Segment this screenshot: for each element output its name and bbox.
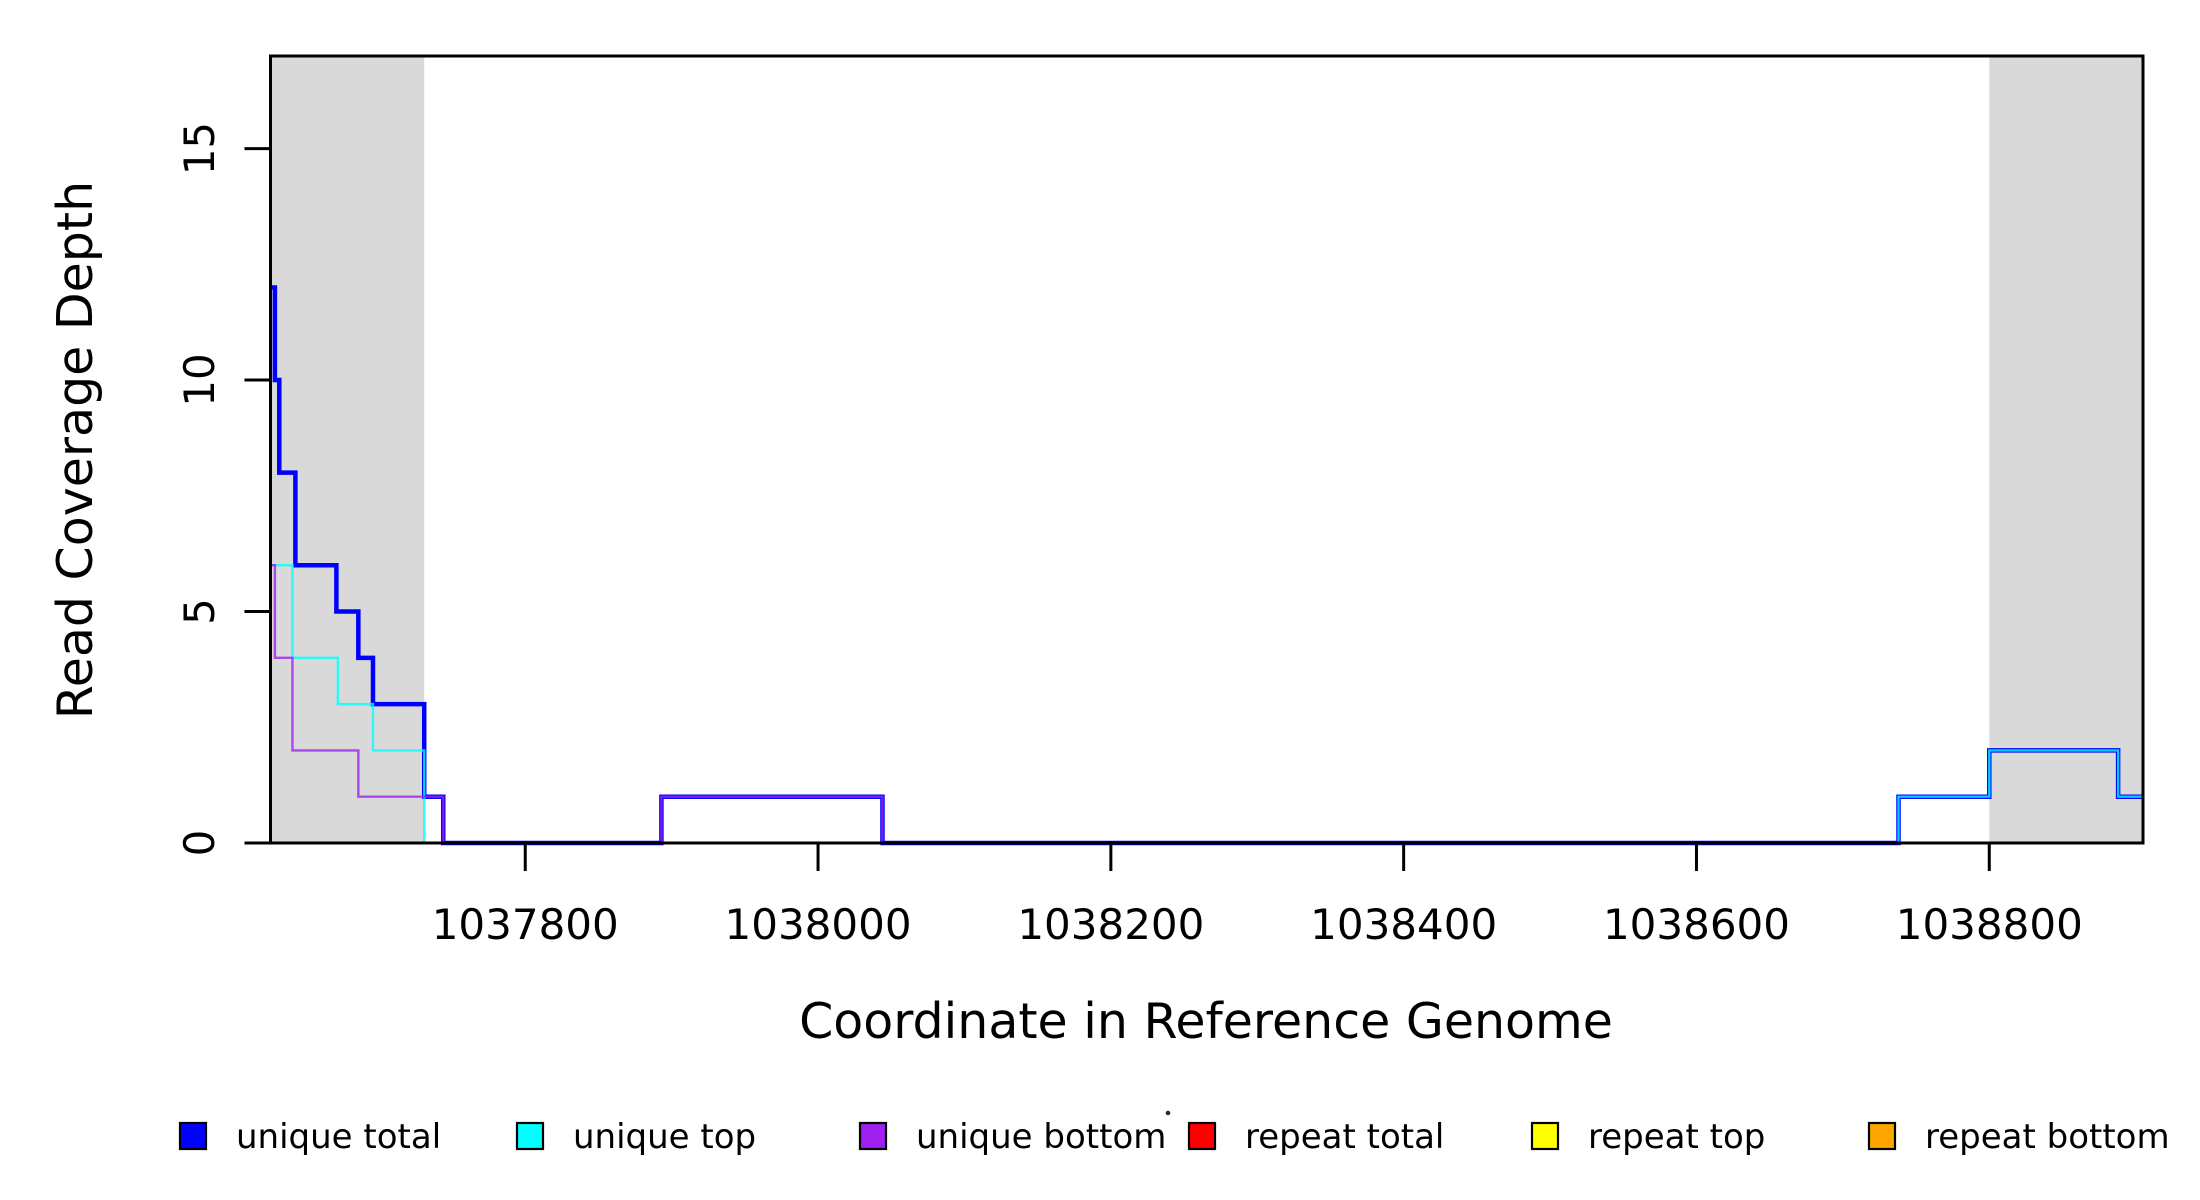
series-lines — [270, 285, 2143, 846]
legend-label-repeat-bottom: repeat bottom — [1925, 1117, 2170, 1157]
stray-dot — [1165, 1110, 1171, 1116]
legend-swatch-repeat-total — [1187, 1121, 1217, 1151]
x-tick-label: 1038000 — [725, 900, 912, 949]
series-line-unique-total — [270, 285, 2143, 846]
legend-swatch-unique-total — [178, 1121, 208, 1151]
legend-label-repeat-top: repeat top — [1588, 1117, 1765, 1157]
legend-label-unique-total: unique total — [236, 1117, 441, 1157]
x-tick-label: 1038200 — [1017, 900, 1204, 949]
y-axis-title: Read Coverage Depth — [47, 181, 104, 719]
legend: unique total unique top unique bottom repea… — [178, 1117, 2170, 1157]
x-tick-label: 1038400 — [1310, 900, 1497, 949]
x-axis: 1037800 1038000 1038200 1038400 1038600 10388… — [432, 843, 2083, 949]
series-line-unique-bottom — [270, 564, 2143, 845]
legend-swatch-repeat-top — [1530, 1121, 1560, 1151]
highlight-region-1 — [270, 57, 425, 843]
legend-label-repeat-total: repeat total — [1245, 1117, 1444, 1157]
highlight-region-2 — [1989, 57, 2143, 843]
highlight-bands — [270, 57, 2143, 843]
legend-label-unique-top: unique top — [573, 1117, 756, 1157]
legend-swatch-unique-bottom — [858, 1121, 888, 1151]
y-tick-label: 5 — [175, 598, 224, 625]
legend-swatch-unique-top — [515, 1121, 545, 1151]
y-tick-label: 10 — [175, 353, 224, 406]
x-axis-title: Coordinate in Reference Genome — [799, 993, 1613, 1050]
x-tick-label: 1038800 — [1896, 900, 2083, 949]
y-axis: 0 5 10 15 — [175, 122, 271, 857]
legend-label-unique-bottom: unique bottom — [916, 1117, 1166, 1157]
series-line-unique-top — [270, 564, 2143, 845]
legend-swatch-repeat-bottom — [1867, 1121, 1897, 1151]
x-tick-label: 1037800 — [432, 900, 619, 949]
y-tick-label: 15 — [175, 122, 224, 175]
x-tick-label: 1038600 — [1603, 900, 1790, 949]
y-tick-label: 0 — [175, 830, 224, 857]
plot-frame — [269, 54, 2145, 845]
